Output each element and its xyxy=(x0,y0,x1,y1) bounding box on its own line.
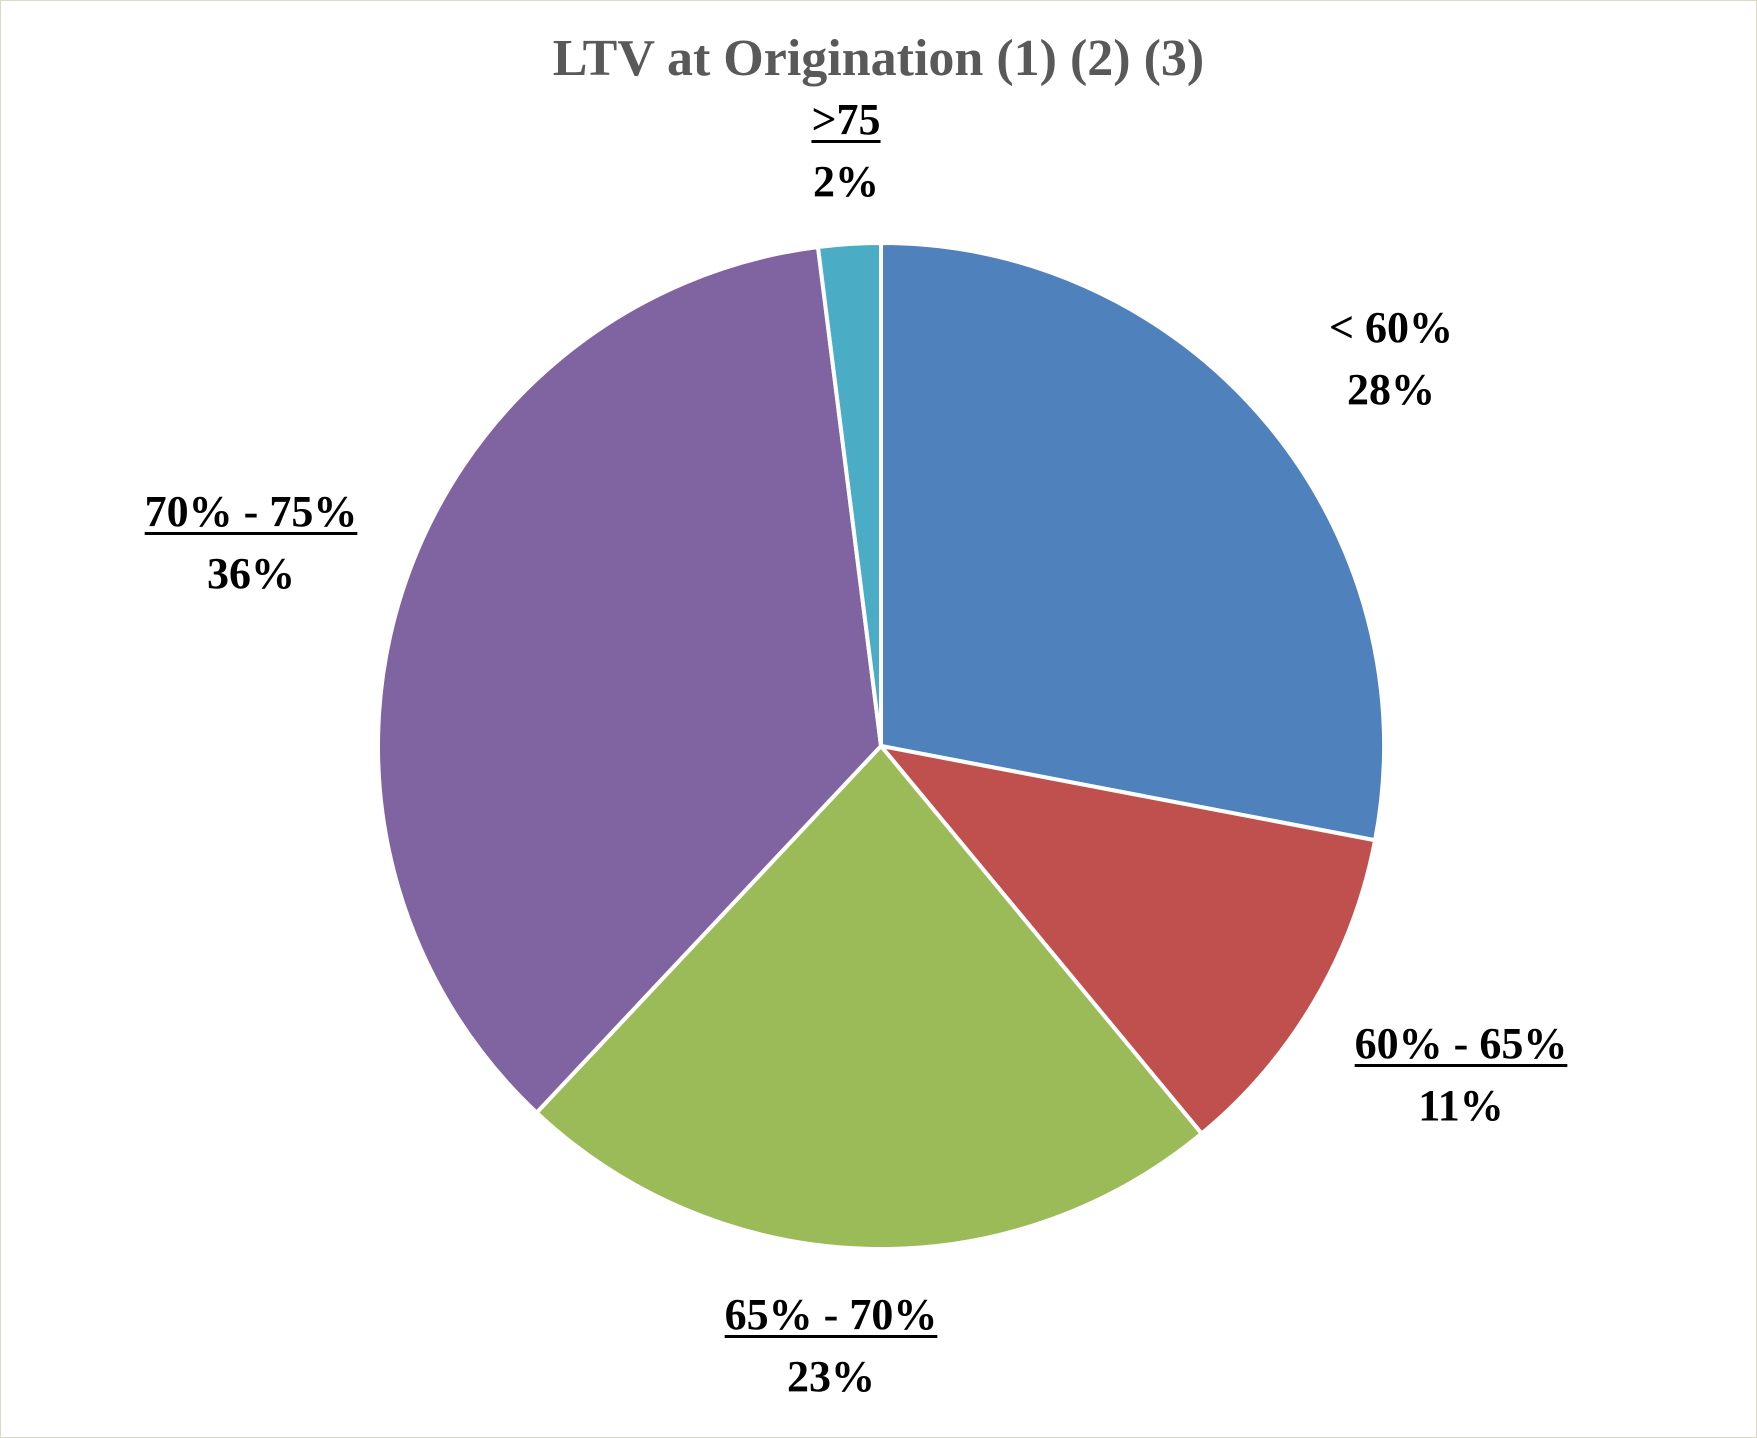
data-label-category: >75 xyxy=(811,95,881,144)
data-label-value: 28% xyxy=(1347,365,1435,414)
data-label-category: 70% - 75% xyxy=(144,487,358,536)
data-label-category: < 60% xyxy=(1328,303,1454,352)
pie-slice-2 xyxy=(534,744,1204,1251)
data-label-value: 2% xyxy=(813,157,879,206)
chart-title: LTV at Origination (1) (2) (3) xyxy=(552,30,1205,87)
pie-slice-0 xyxy=(879,241,1386,843)
data-label-value: 36% xyxy=(207,549,295,598)
data-label-value: 11% xyxy=(1418,1081,1504,1130)
data-label-2: 65% - 70% 23% xyxy=(701,1284,961,1408)
pie-slice-1 xyxy=(879,744,1378,1136)
pie-slice-3 xyxy=(376,244,883,1115)
data-label-category: 60% - 65% xyxy=(1354,1019,1568,1068)
data-label-category: 65% - 70% xyxy=(724,1290,938,1339)
data-label-4: >75 2% xyxy=(766,89,926,213)
data-label-1: 60% - 65% 11% xyxy=(1331,1013,1591,1137)
pie-slice-4 xyxy=(815,241,883,748)
data-label-value: 23% xyxy=(787,1352,875,1401)
data-label-3: 70% - 75% 36% xyxy=(121,481,381,605)
data-label-0: < 60% 28% xyxy=(1281,297,1501,421)
